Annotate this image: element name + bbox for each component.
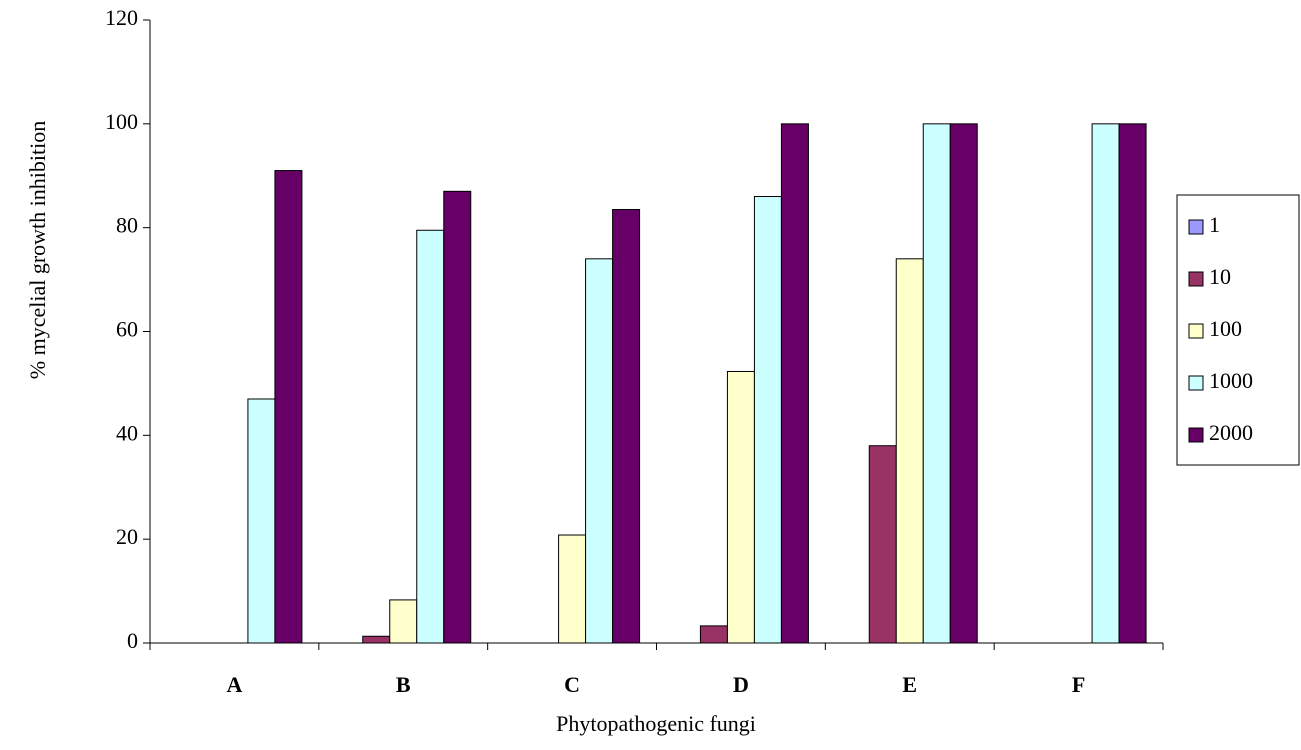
bar	[923, 124, 950, 643]
bar	[896, 259, 923, 643]
x-tick-label: A	[226, 672, 242, 697]
bar	[727, 371, 754, 643]
x-axis-label: Phytopathogenic fungi	[556, 711, 756, 736]
bar	[444, 191, 471, 643]
x-tick-label: D	[733, 672, 749, 697]
y-tick-label: 120	[105, 5, 138, 30]
bar	[559, 535, 586, 643]
legend-swatch	[1189, 428, 1203, 442]
bar	[869, 446, 896, 643]
bar	[700, 626, 727, 643]
bar	[390, 600, 417, 643]
bar	[950, 124, 977, 643]
y-tick-label: 100	[105, 109, 138, 134]
legend-label: 1000	[1209, 368, 1253, 393]
bar	[363, 636, 390, 643]
x-tick-label: F	[1072, 672, 1085, 697]
chart: % mycelial growth inhibition Phytopathog…	[0, 0, 1301, 745]
y-tick-label: 80	[116, 213, 138, 238]
legend-label: 2000	[1209, 420, 1253, 445]
bar	[754, 197, 781, 643]
bar	[248, 399, 275, 643]
y-tick-label: 40	[116, 420, 138, 445]
x-tick-label: C	[564, 672, 580, 697]
y-tick-label: 60	[116, 317, 138, 342]
legend-swatch	[1189, 272, 1203, 286]
bar	[1092, 124, 1119, 643]
bar	[1119, 124, 1146, 643]
bar	[417, 230, 444, 643]
bar	[781, 124, 808, 643]
legend-swatch	[1189, 324, 1203, 338]
y-tick-label: 0	[127, 628, 138, 653]
legend-swatch	[1189, 376, 1203, 390]
x-tick-label: E	[902, 672, 917, 697]
bar	[275, 171, 302, 643]
bar	[586, 259, 613, 643]
legend-label: 1	[1209, 212, 1220, 237]
legend-label: 100	[1209, 316, 1242, 341]
y-axis-label: % mycelial growth inhibition	[25, 121, 50, 379]
x-tick-label: B	[396, 672, 411, 697]
legend-swatch	[1189, 220, 1203, 234]
y-tick-label: 20	[116, 524, 138, 549]
bar	[613, 209, 640, 643]
legend-label: 10	[1209, 264, 1231, 289]
